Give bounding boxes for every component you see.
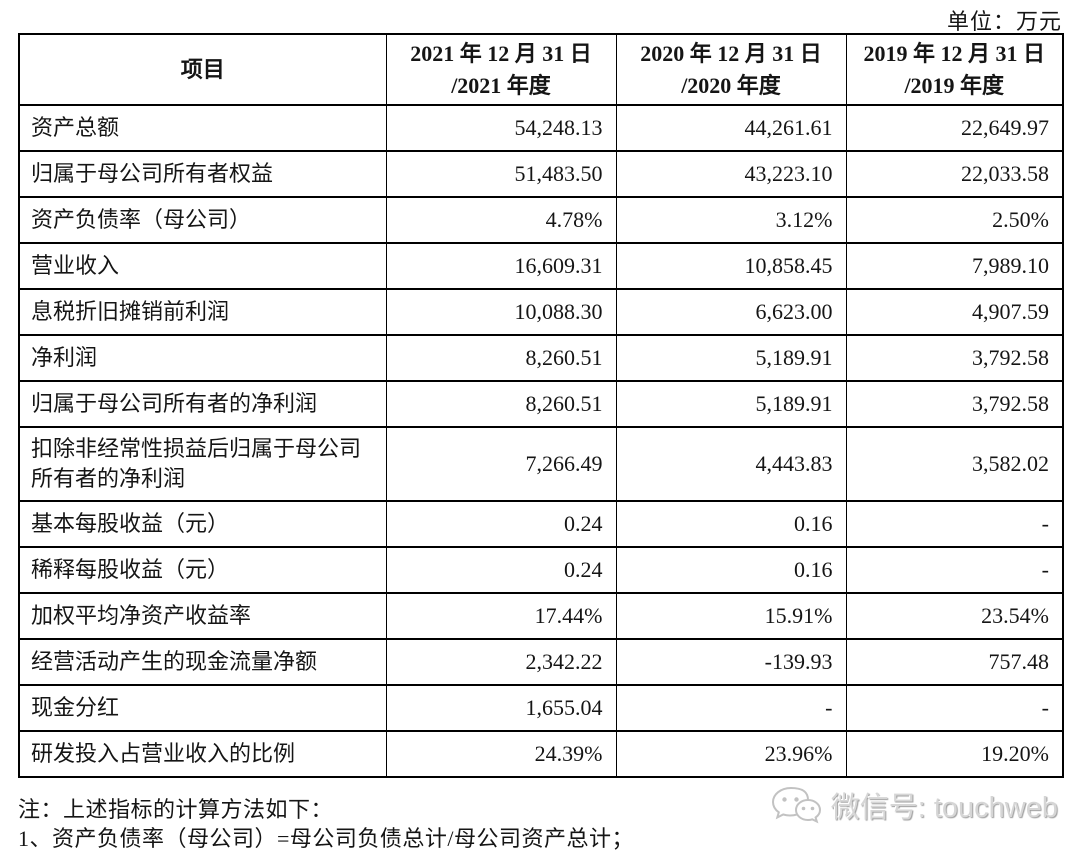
value-2021: 0.24 (385, 546, 617, 594)
row-label: 息税折旧摊销前利润 (18, 288, 387, 336)
footnote-intro: 注：上述指标的计算方法如下： (18, 797, 334, 822)
value-2020: 0.16 (615, 546, 847, 594)
header-row: 项目 2021 年 12 月 31 日 /2021 年度 2020 年 12 月… (18, 33, 1064, 106)
header-2021-line2: /2021 年度 (451, 72, 551, 98)
row-label: 归属于母公司所有者权益 (18, 150, 387, 198)
table-row: 经营活动产生的现金流量净额 2,342.22 -139.93 757.48 (18, 638, 1064, 686)
header-2019-column: 2019 年 12 月 31 日 /2019 年度 (845, 33, 1064, 106)
row-label: 净利润 (18, 334, 387, 382)
table-body: 资产总额 54,248.13 44,261.61 22,649.97 归属于母公… (18, 104, 1064, 778)
row-label: 加权平均净资产收益率 (18, 592, 387, 640)
value-2019: 757.48 (845, 638, 1064, 686)
row-label: 研发投入占营业收入的比例 (18, 730, 387, 778)
financial-indicators-table: 项目 2021 年 12 月 31 日 /2021 年度 2020 年 12 月… (18, 33, 1064, 778)
row-label: 归属于母公司所有者的净利润 (18, 380, 387, 428)
table-header: 项目 2021 年 12 月 31 日 /2021 年度 2020 年 12 月… (18, 33, 1064, 106)
wechat-icon (770, 785, 822, 825)
value-2019: 22,033.58 (845, 150, 1064, 198)
header-item-column: 项目 (18, 33, 387, 106)
value-2021: 7,266.49 (385, 426, 617, 502)
value-2020: -139.93 (615, 638, 847, 686)
watermark-text: 微信号: touchweb (830, 792, 1058, 824)
value-2021: 0.24 (385, 500, 617, 548)
value-2019: - (845, 546, 1064, 594)
table-row: 加权平均净资产收益率 17.44% 15.91% 23.54% (18, 592, 1064, 640)
table-row: 净利润 8,260.51 5,189.91 3,792.58 (18, 334, 1064, 382)
value-2019: - (845, 500, 1064, 548)
value-2021: 54,248.13 (385, 104, 617, 152)
table-row: 营业收入 16,609.31 10,858.45 7,989.10 (18, 242, 1064, 290)
header-2020-line2: /2020 年度 (681, 72, 781, 98)
header-2020-line1: 2020 年 12 月 31 日 (640, 40, 822, 66)
table-row: 息税折旧摊销前利润 10,088.30 6,623.00 4,907.59 (18, 288, 1064, 336)
value-2019: 23.54% (845, 592, 1064, 640)
value-2020: 5,189.91 (615, 334, 847, 382)
value-2020: 3.12% (615, 196, 847, 244)
table-row: 资产总额 54,248.13 44,261.61 22,649.97 (18, 104, 1064, 152)
value-2020: 0.16 (615, 500, 847, 548)
value-2020: 23.96% (615, 730, 847, 778)
table-row: 扣除非经常性损益后归属于母公司所有者的净利润 7,266.49 4,443.83… (18, 426, 1064, 502)
table-row: 基本每股收益（元） 0.24 0.16 - (18, 500, 1064, 548)
value-2019: 2.50% (845, 196, 1064, 244)
header-2019-line2: /2019 年度 (904, 72, 1005, 98)
value-2019: - (845, 684, 1064, 732)
value-2020: 10,858.45 (615, 242, 847, 290)
row-label: 稀释每股收益（元） (18, 546, 387, 594)
row-label: 经营活动产生的现金流量净额 (18, 638, 387, 686)
table-row: 资产负债率（母公司） 4.78% 3.12% 2.50% (18, 196, 1064, 244)
value-2020: - (615, 684, 847, 732)
value-2019: 19.20% (845, 730, 1064, 778)
table-row: 稀释每股收益（元） 0.24 0.16 - (18, 546, 1064, 594)
value-2021: 24.39% (385, 730, 617, 778)
header-2021-line1: 2021 年 12 月 31 日 (410, 40, 592, 66)
value-2019: 4,907.59 (845, 288, 1064, 336)
value-2019: 22,649.97 (845, 104, 1064, 152)
row-label: 资产总额 (18, 104, 387, 152)
value-2021: 4.78% (385, 196, 617, 244)
value-2019: 3,582.02 (845, 426, 1064, 502)
unit-label: 单位：万元 (946, 9, 1062, 34)
footnotes: 注：上述指标的计算方法如下： 1、资产负债率（母公司）=母公司负债总计/母公司资… (18, 795, 634, 853)
table-row: 现金分红 1,655.04 - - (18, 684, 1064, 732)
value-2021: 8,260.51 (385, 380, 617, 428)
row-label: 扣除非经常性损益后归属于母公司所有者的净利润 (18, 426, 387, 502)
header-item-label: 项目 (180, 56, 225, 82)
row-label: 资产负债率（母公司） (18, 196, 387, 244)
footnote-1: 1、资产负债率（母公司）=母公司负债总计/母公司资产总计； (18, 826, 635, 851)
value-2020: 5,189.91 (615, 380, 847, 428)
value-2020: 4,443.83 (615, 426, 847, 502)
watermark: 微信号: touchweb (770, 784, 1058, 826)
header-2021-column: 2021 年 12 月 31 日 /2021 年度 (385, 33, 617, 106)
table-row: 归属于母公司所有者权益 51,483.50 43,223.10 22,033.5… (18, 150, 1064, 198)
value-2021: 8,260.51 (385, 334, 617, 382)
value-2021: 2,342.22 (385, 638, 617, 686)
row-label: 基本每股收益（元） (18, 500, 387, 548)
header-2019-line1: 2019 年 12 月 31 日 (863, 40, 1045, 66)
value-2021: 1,655.04 (385, 684, 617, 732)
table-row: 研发投入占营业收入的比例 24.39% 23.96% 19.20% (18, 730, 1064, 778)
value-2020: 44,261.61 (615, 104, 847, 152)
value-2020: 43,223.10 (615, 150, 847, 198)
row-label: 营业收入 (18, 242, 387, 290)
value-2021: 10,088.30 (385, 288, 617, 336)
value-2021: 17.44% (385, 592, 617, 640)
value-2021: 16,609.31 (385, 242, 617, 290)
value-2019: 7,989.10 (845, 242, 1064, 290)
value-2020: 15.91% (615, 592, 847, 640)
header-2020-column: 2020 年 12 月 31 日 /2020 年度 (615, 33, 847, 106)
row-label: 现金分红 (18, 684, 387, 732)
value-2019: 3,792.58 (845, 334, 1064, 382)
value-2020: 6,623.00 (615, 288, 847, 336)
value-2019: 3,792.58 (845, 380, 1064, 428)
value-2021: 51,483.50 (385, 150, 617, 198)
table-row: 归属于母公司所有者的净利润 8,260.51 5,189.91 3,792.58 (18, 380, 1064, 428)
